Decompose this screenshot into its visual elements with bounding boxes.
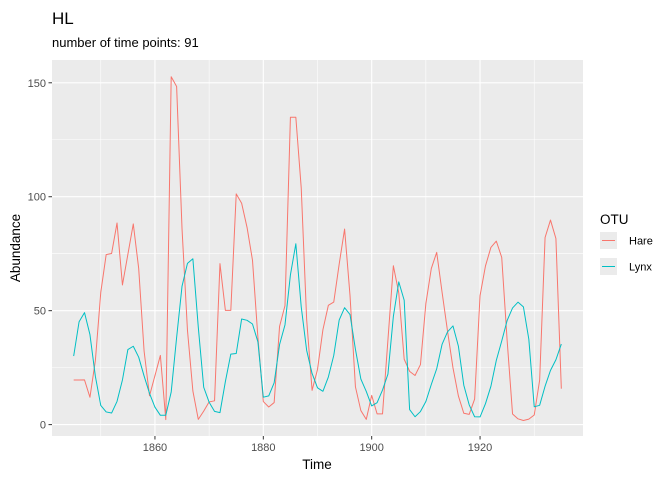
x-axis-title: Time [302,457,332,472]
y-tick-label: 150 [28,78,46,90]
legend: OTU Hare Lynx [600,212,653,275]
legend-label-hare: Hare [629,236,653,248]
y-tick-label: 0 [40,420,46,432]
y-tick-label: 50 [34,306,46,318]
series-line-hare [73,76,562,421]
x-tick-label: 1860 [143,442,167,454]
series-layer [73,76,562,421]
legend-label-lynx: Lynx [629,262,652,274]
y-axis-title: Abundance [8,214,23,282]
x-tick-label: 1900 [359,442,383,454]
y-tick-label: 100 [28,192,46,204]
grid-major [52,60,583,436]
legend-title: OTU [600,212,629,227]
y-axis: 0 50 100 150 [28,78,52,432]
x-tick-label: 1920 [468,442,492,454]
chart-subtitle: number of time points: 91 [52,35,199,50]
x-tick-label: 1880 [251,442,275,454]
x-axis: 1860 1880 1900 1920 [143,436,492,454]
series-line-lynx [73,243,562,418]
chart-title: HL [52,9,74,28]
